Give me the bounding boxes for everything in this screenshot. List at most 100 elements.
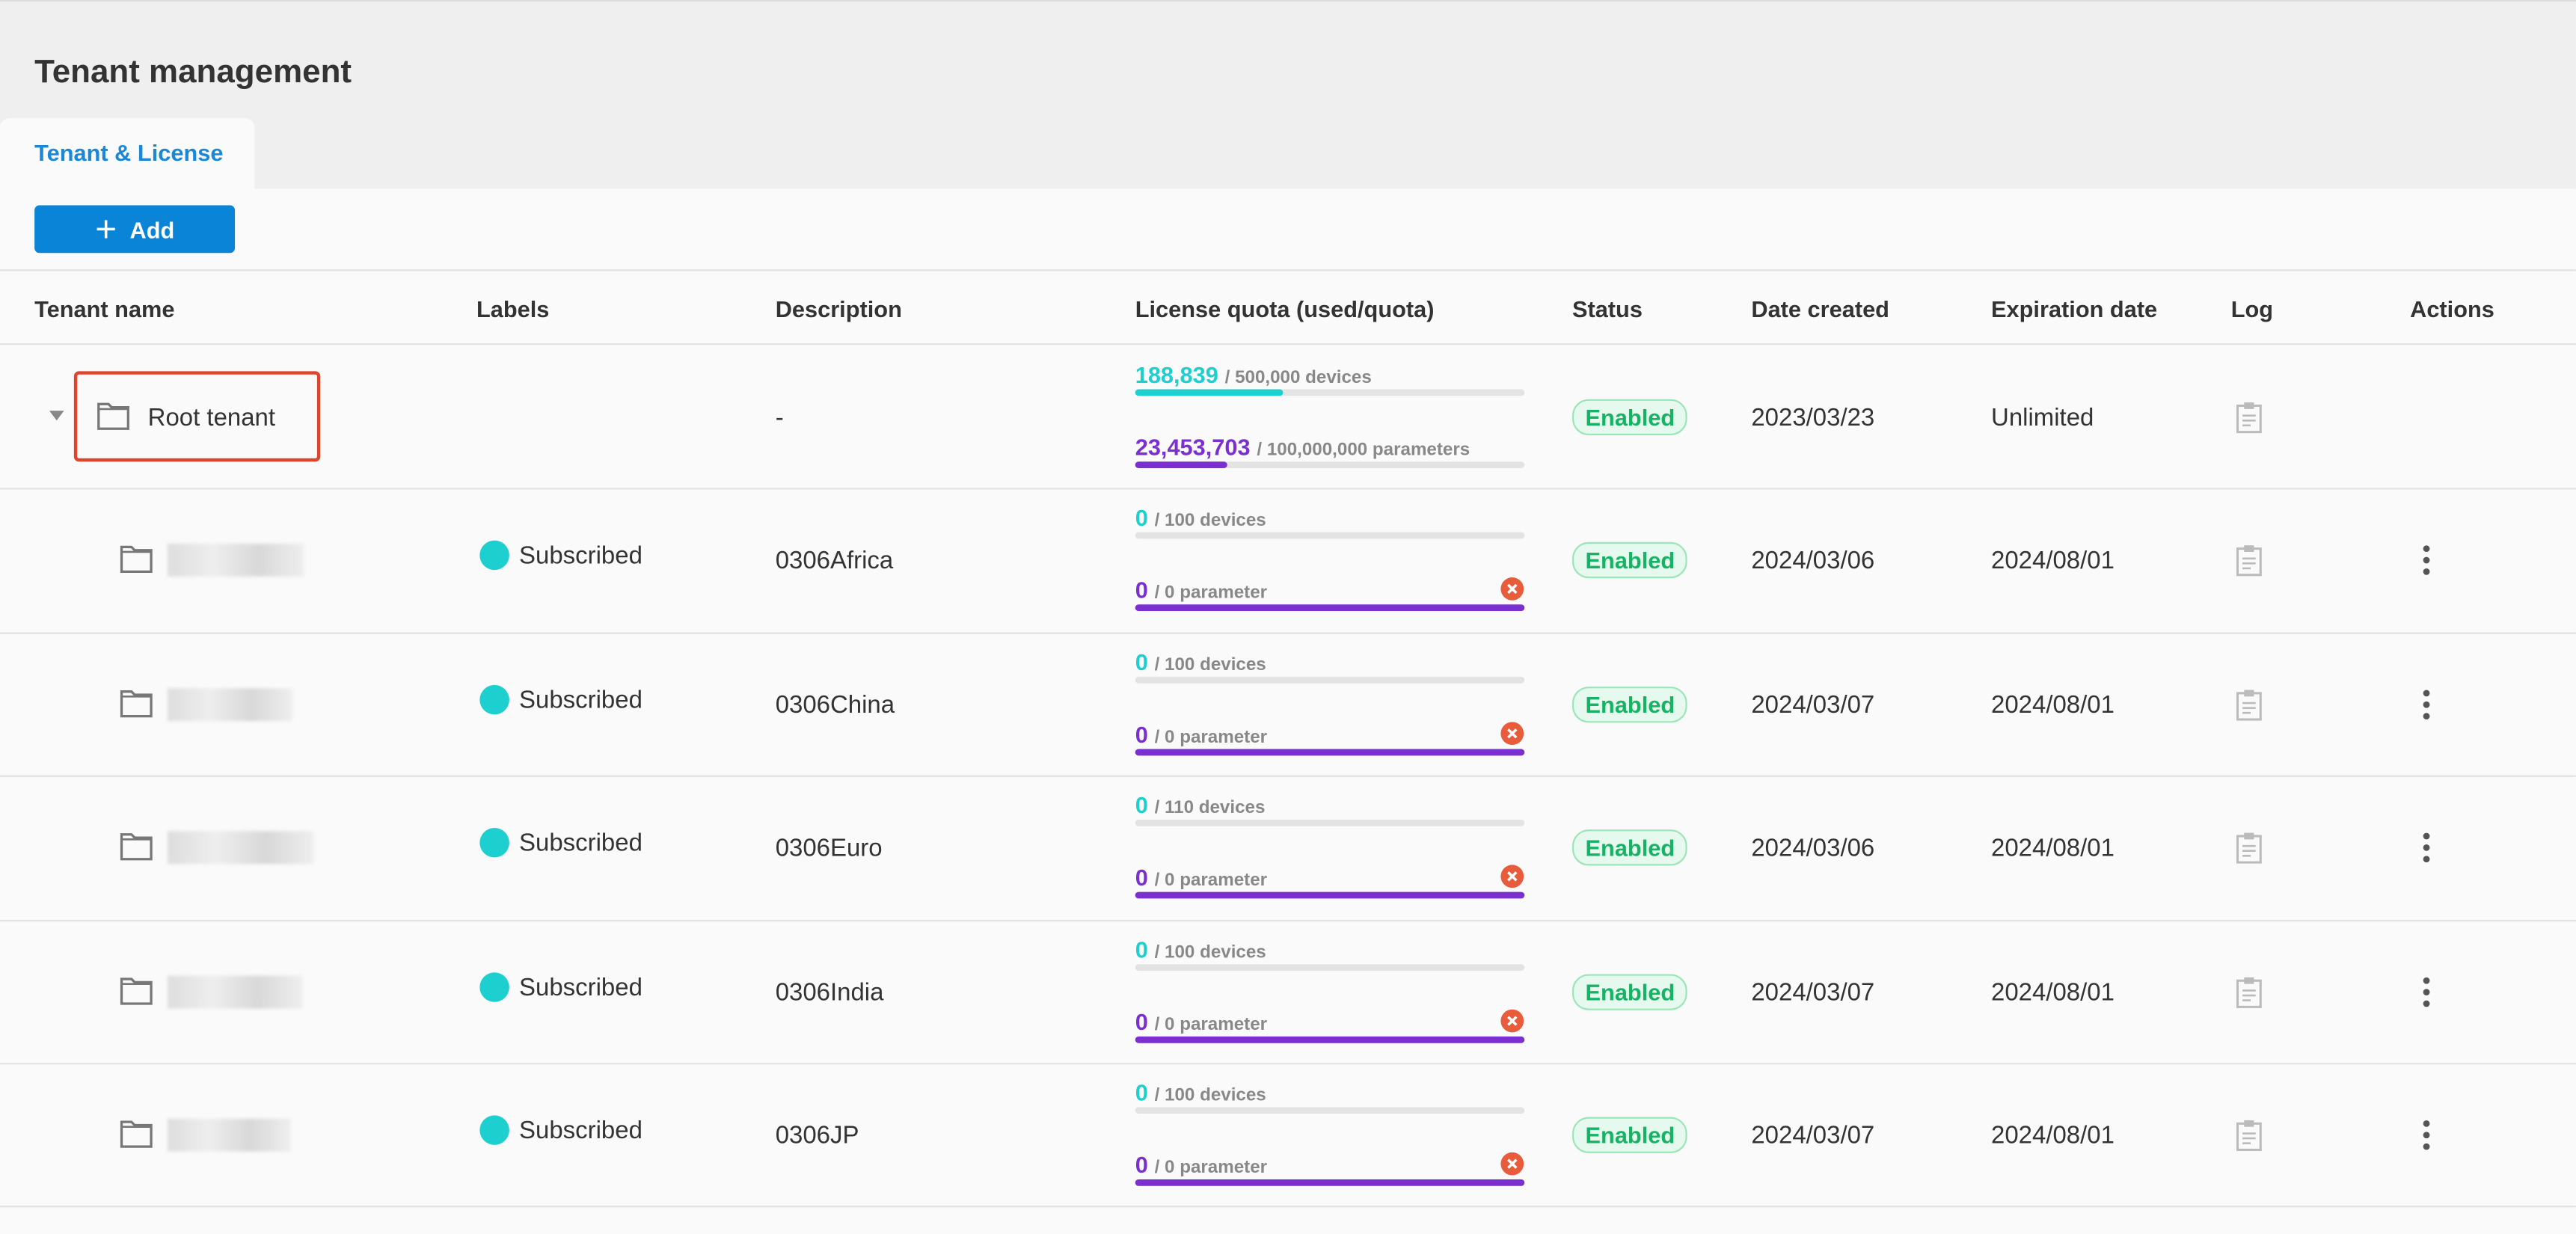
date-created: 2024/03/07 xyxy=(1751,1122,1875,1150)
label-text: Subscribed xyxy=(519,1117,643,1145)
log-icon[interactable] xyxy=(2234,1119,2264,1152)
label-dot xyxy=(479,684,509,714)
row-divider xyxy=(0,1063,2576,1065)
more-actions[interactable] xyxy=(2420,1119,2433,1152)
label-text: Subscribed xyxy=(519,973,643,1001)
column-header: Actions xyxy=(2410,295,2494,322)
row-divider xyxy=(0,632,2576,634)
description: 0306China xyxy=(775,691,895,719)
status-badge: Enabled xyxy=(1571,829,1688,866)
status-badge: Enabled xyxy=(1571,542,1688,579)
quota-bar xyxy=(1135,892,1525,899)
quota-bar xyxy=(1135,1036,1525,1043)
quota-total: / 0 parameter xyxy=(1154,871,1268,891)
expiration-date: 2024/08/01 xyxy=(1991,1122,2115,1150)
log-icon[interactable] xyxy=(2234,975,2264,1008)
quota-line: 0 / 0 parameter xyxy=(1135,577,1267,607)
quota-track xyxy=(1135,532,1525,540)
divider xyxy=(0,269,2576,271)
label-dot xyxy=(479,1115,509,1145)
description: - xyxy=(775,404,784,432)
log-icon[interactable] xyxy=(2234,832,2264,865)
date-created: 2023/03/23 xyxy=(1751,404,1875,432)
quota-total: / 100 devices xyxy=(1154,942,1266,963)
plus-icon xyxy=(96,220,115,239)
more-actions[interactable] xyxy=(2420,832,2433,865)
error-icon xyxy=(1500,865,1524,888)
expand-arrow[interactable] xyxy=(49,411,64,421)
log-icon[interactable] xyxy=(2234,544,2264,577)
tenant-name-redacted xyxy=(168,1118,291,1152)
date-created: 2024/03/06 xyxy=(1751,835,1875,863)
quota-total: / 100 devices xyxy=(1154,1085,1266,1106)
quota-track xyxy=(1135,389,1525,396)
folder-icon xyxy=(120,546,153,574)
page-title: Tenant management xyxy=(34,54,352,90)
quota-line: 0 / 0 parameter xyxy=(1135,1008,1267,1038)
tab[interactable]: Tenant & License xyxy=(0,118,255,189)
quota-bar xyxy=(1135,605,1525,612)
error-icon xyxy=(1500,721,1524,745)
column-header: Expiration date xyxy=(1991,295,2158,322)
divider xyxy=(0,343,2576,346)
quota-total: / 100 devices xyxy=(1154,654,1266,675)
quota-bar xyxy=(1135,1179,1525,1186)
quota-track xyxy=(1135,676,1525,684)
label-dot xyxy=(479,971,509,1001)
description: 0306India xyxy=(775,978,884,1007)
expiration-date: Unlimited xyxy=(1991,404,2094,432)
status-badge: Enabled xyxy=(1571,1117,1688,1153)
row-divider xyxy=(0,488,2576,491)
add-button[interactable]: Add xyxy=(34,205,236,254)
quota-line: 0 / 110 devices xyxy=(1135,792,1266,822)
header-bar xyxy=(0,0,2576,189)
quota-bar xyxy=(1135,749,1525,755)
tenant-name[interactable]: Root tenant xyxy=(147,404,276,432)
quota-line: 0 / 100 devices xyxy=(1135,936,1266,966)
row-divider xyxy=(0,776,2576,778)
quota-total: / 0 parameter xyxy=(1154,583,1268,604)
date-created: 2024/03/07 xyxy=(1751,691,1875,719)
quota-used: 0 xyxy=(1135,1151,1148,1178)
quota-line: 188,839 / 500,000 devices xyxy=(1135,361,1372,391)
more-actions[interactable] xyxy=(2420,688,2433,721)
quota-used: 0 xyxy=(1135,792,1148,819)
more-actions[interactable] xyxy=(2420,975,2433,1008)
more-actions[interactable] xyxy=(2420,544,2433,577)
date-created: 2024/03/07 xyxy=(1751,978,1875,1007)
column-header: Description xyxy=(775,295,902,322)
column-header: Status xyxy=(1571,295,1643,322)
expiration-date: 2024/08/01 xyxy=(1991,547,2115,576)
error-icon xyxy=(1500,577,1524,601)
quota-used: 0 xyxy=(1135,577,1148,604)
quota-track xyxy=(1135,461,1525,468)
description: 0306JP xyxy=(775,1122,859,1150)
log-icon[interactable] xyxy=(2234,688,2264,721)
quota-total: / 110 devices xyxy=(1154,798,1266,819)
row-divider xyxy=(0,919,2576,921)
column-header: Log xyxy=(2230,295,2274,322)
label-dot xyxy=(479,828,509,858)
quota-total: / 100,000,000 parameters xyxy=(1257,440,1471,460)
description: 0306Euro xyxy=(775,835,883,863)
tab-label: Tenant & License xyxy=(34,139,224,166)
quota-used: 0 xyxy=(1135,864,1148,891)
quota-bar xyxy=(1135,461,1227,468)
quota-used: 0 xyxy=(1135,1079,1148,1106)
folder-icon xyxy=(120,833,153,861)
row-divider xyxy=(0,1206,2576,1209)
folder-icon xyxy=(120,690,153,717)
expiration-date: 2024/08/01 xyxy=(1991,978,2115,1007)
label-text: Subscribed xyxy=(519,829,643,858)
quota-line: 0 / 100 devices xyxy=(1135,1079,1266,1109)
folder-icon xyxy=(120,977,153,1004)
description: 0306Africa xyxy=(775,547,894,576)
tenant-name-redacted xyxy=(168,974,303,1008)
column-header: Tenant name xyxy=(34,295,175,322)
log-icon[interactable] xyxy=(2234,401,2264,434)
quota-used: 0 xyxy=(1135,648,1148,675)
quota-line: 0 / 0 parameter xyxy=(1135,1152,1267,1182)
selected-outline xyxy=(73,371,321,462)
tenant-name-redacted xyxy=(168,831,314,865)
